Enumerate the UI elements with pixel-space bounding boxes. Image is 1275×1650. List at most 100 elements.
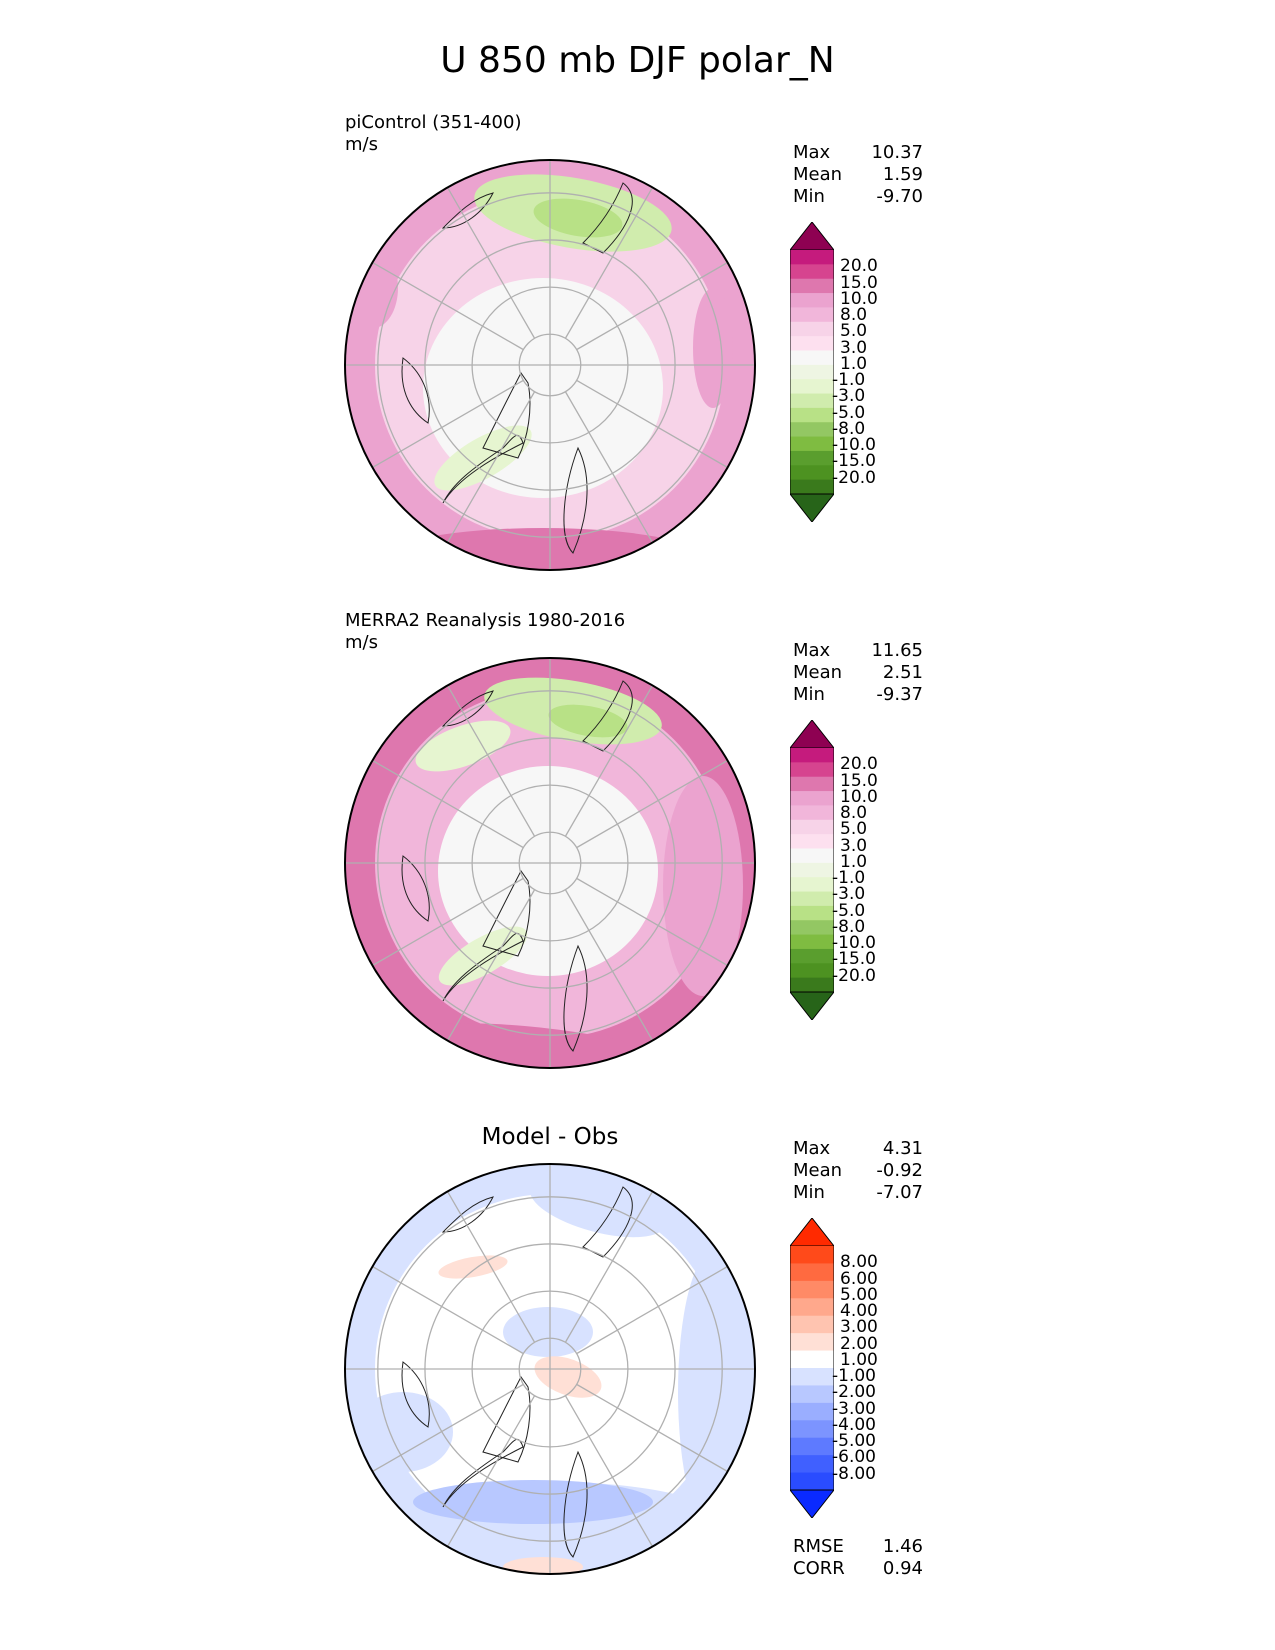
colorbar-tick-label: 20.0 <box>840 256 878 277</box>
coastline <box>582 182 633 254</box>
colorbar-tick-label: 4.00 <box>840 1301 878 1322</box>
colorbar-tick-label: -5.00 <box>832 1431 876 1452</box>
main-title: U 850 mb DJF polar_N <box>440 40 835 81</box>
meridian-line <box>372 261 524 351</box>
stat-max: Max 11.65 <box>793 640 923 661</box>
colorbar-tick-label: -15.0 <box>832 451 876 472</box>
colorbar-extend-bottom <box>790 1489 834 1518</box>
colorbar-tick-label: 5.00 <box>840 1284 878 1305</box>
colorbar-tick-label: 3.0 <box>840 835 868 856</box>
field-core <box>438 766 658 976</box>
colorbar-swatch <box>790 748 834 763</box>
model-stats: Max 10.37 Mean 1.59 Min -9.70 <box>793 142 923 208</box>
meridian-line <box>564 187 654 339</box>
colorbar-tick-label: 20.0 <box>840 754 878 775</box>
obs-panel-label: MERRA2 Reanalysis 1980-2016 m/s <box>345 610 625 654</box>
colorbar-swatch <box>790 465 834 481</box>
field-positive <box>534 1356 602 1398</box>
meridian-line <box>372 1383 524 1473</box>
stat-mean: Mean -0.92 <box>793 1160 923 1181</box>
colorbar-tick-label: -8.00 <box>832 1463 876 1484</box>
coastline <box>442 932 524 1002</box>
diff-panel-title: Model - Obs <box>481 1124 619 1150</box>
model-panel-label: piControl (351-400) m/s <box>345 112 521 156</box>
obs-label-line1: MERRA2 Reanalysis 1980-2016 <box>345 610 626 631</box>
map-boundary <box>344 1163 756 1575</box>
field-negative <box>548 704 628 738</box>
coastline <box>482 372 531 459</box>
colorbar-tick-label: -1.0 <box>832 868 866 889</box>
colorbar-swatch <box>790 321 834 337</box>
colorbar-swatch <box>790 862 834 878</box>
colorbar-swatch <box>790 436 834 452</box>
field-negative <box>678 1252 748 1532</box>
colorbar-tick-label: 8.0 <box>840 803 868 824</box>
field-negative <box>415 720 511 772</box>
model-label-line1: piControl (351-400) <box>345 112 522 133</box>
colorbar-extend-bottom <box>790 493 834 522</box>
colorbar-tick-label: 10.0 <box>840 288 878 309</box>
meridian-line <box>446 1395 536 1547</box>
obs-colorbar <box>790 720 834 1020</box>
coastline <box>442 434 524 504</box>
field-negative <box>530 1176 666 1238</box>
colorbar-swatch <box>790 963 834 979</box>
colorbar-tick-label: 1.0 <box>840 353 868 374</box>
colorbar-tick-label: -20.0 <box>832 467 876 488</box>
colorbar-tick-label: 15.0 <box>840 272 878 293</box>
stat-min: Min -9.70 <box>793 186 923 207</box>
colorbar-swatch <box>790 1437 834 1456</box>
colorbar-tick-label: 8.0 <box>840 305 868 326</box>
colorbar-swatch <box>790 1385 834 1404</box>
meridian-line <box>564 391 654 543</box>
coastline <box>582 1186 633 1258</box>
colorbar-swatch <box>790 920 834 936</box>
field-negative <box>413 1480 653 1524</box>
colorbar-swatch <box>790 393 834 409</box>
colorbar-swatch <box>790 278 834 294</box>
meridian-line <box>564 1395 654 1547</box>
diff-colorbar <box>790 1218 834 1518</box>
coastline <box>482 870 531 957</box>
colorbar-swatch <box>790 834 834 849</box>
colorbar-swatch <box>790 1368 834 1386</box>
colorbar-swatch <box>790 877 834 893</box>
coastline <box>563 446 588 554</box>
coastline <box>482 1376 531 1463</box>
obs-label-units: m/s <box>345 632 378 653</box>
colorbar-swatch <box>790 1455 834 1474</box>
colorbar-tick-label: 2.00 <box>840 1333 878 1354</box>
colorbar-swatch <box>790 1333 834 1352</box>
colorbar-tick-label: -10.0 <box>832 435 876 456</box>
colorbar-tick-label: 10.0 <box>840 786 878 807</box>
colorbar-swatch <box>790 450 834 466</box>
diff-polar-map <box>344 1163 756 1575</box>
meridian-line <box>576 1265 728 1355</box>
colorbar-swatch <box>790 1280 834 1299</box>
colorbar-tick-label: 15.0 <box>840 770 878 791</box>
map-boundary <box>344 657 756 1069</box>
model-colorbar <box>790 222 834 522</box>
colorbar-swatch <box>790 407 834 423</box>
colorbar-extend-top <box>790 222 834 251</box>
coastline <box>441 1196 494 1233</box>
colorbar-tick-label: -2.00 <box>832 1382 876 1403</box>
colorbar-extend-bottom <box>790 991 834 1020</box>
colorbar-swatch <box>790 791 834 806</box>
field-negative <box>533 198 623 238</box>
stat-min: Min -7.07 <box>793 1182 923 1203</box>
colorbar-tick-label: -3.0 <box>832 884 866 905</box>
colorbar-extend-top <box>790 1218 834 1247</box>
coastline <box>441 690 494 727</box>
colorbar-swatch <box>790 848 834 864</box>
colorbar-tick-label: -6.00 <box>832 1447 876 1468</box>
colorbar-swatch <box>790 762 834 778</box>
stat-max: Max 10.37 <box>793 142 923 163</box>
colorbar-swatch <box>790 293 834 308</box>
colorbar-swatch <box>790 350 834 366</box>
stat-mean: Mean 2.51 <box>793 662 923 683</box>
colorbar-tick-label: -20.0 <box>832 965 876 986</box>
colorbar-swatch <box>790 1246 834 1264</box>
diff-stats: Max 4.31 Mean -0.92 Min -7.07 <box>793 1138 923 1204</box>
obs-stats: Max 11.65 Mean 2.51 Min -9.37 <box>793 640 923 706</box>
